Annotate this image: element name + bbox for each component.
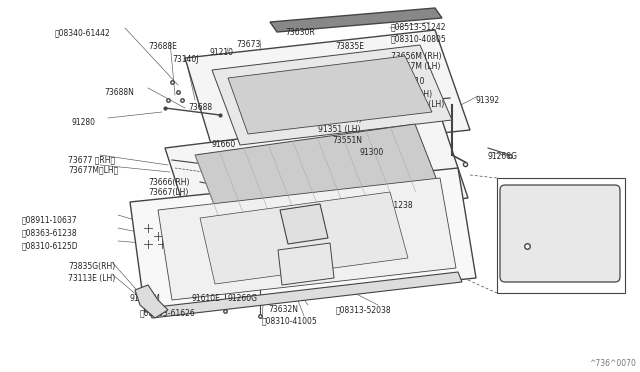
Polygon shape [165,114,468,232]
Text: 73656M (RH): 73656M (RH) [391,52,442,61]
Text: 73666(RH): 73666(RH) [148,178,189,187]
Text: ^736^0070: ^736^0070 [589,359,636,368]
Text: 91380E: 91380E [550,270,579,279]
Polygon shape [200,192,408,284]
Text: 73837M: 73837M [302,230,333,239]
Polygon shape [158,178,456,300]
Text: 73630R: 73630R [285,28,315,37]
Text: ⓔ08911-10410: ⓔ08911-10410 [370,76,426,85]
Text: 73688E: 73688E [148,42,177,51]
Polygon shape [130,168,476,312]
Polygon shape [280,204,328,244]
Text: 91210: 91210 [210,48,234,57]
Text: Ⓢ08363-61238: Ⓢ08363-61238 [22,228,77,237]
Text: 91260G: 91260G [228,294,258,303]
Text: 73632: 73632 [296,205,320,214]
Bar [497,178,625,293]
Text: 91306 (RH): 91306 (RH) [318,115,362,124]
Text: 73688N: 73688N [104,88,134,97]
Text: 91660: 91660 [211,140,236,149]
Polygon shape [135,285,168,318]
Text: Ⓢ08340-61442: Ⓢ08340-61442 [55,28,111,37]
Text: 91295: 91295 [296,217,320,226]
Text: 73835G(RH): 73835G(RH) [68,262,115,271]
Text: Ⓢ08363-61626: Ⓢ08363-61626 [140,308,196,317]
Polygon shape [212,45,452,145]
Text: 91350M (LH): 91350M (LH) [395,100,444,109]
Text: 91280: 91280 [72,118,96,127]
Text: Ⓢ08513-51242: Ⓢ08513-51242 [391,22,447,31]
Text: 91610E: 91610E [192,294,221,303]
Text: Ⓢ08310-41005: Ⓢ08310-41005 [262,316,317,325]
Text: 73140J: 73140J [172,55,198,64]
Text: 73113E (LH): 73113E (LH) [68,274,115,283]
Text: 91392: 91392 [476,96,500,105]
Polygon shape [278,243,334,285]
Text: 73667(LH): 73667(LH) [148,188,188,197]
Text: 73630: 73630 [525,193,549,202]
Text: 91300: 91300 [360,148,384,157]
Text: Ⓢ08310-6125D: Ⓢ08310-6125D [22,241,79,250]
Polygon shape [148,272,462,318]
Polygon shape [185,30,470,157]
Text: 91350  (RH): 91350 (RH) [386,90,432,99]
Text: 73551N: 73551N [332,136,362,145]
Polygon shape [270,8,442,32]
Text: 91390M: 91390M [130,294,161,303]
Text: 73657M (LH): 73657M (LH) [391,62,440,71]
Text: 73677M〈LH〉: 73677M〈LH〉 [68,165,118,174]
Text: 73688: 73688 [188,103,212,112]
Text: ⓔ08911-10637: ⓔ08911-10637 [22,215,77,224]
Text: Ⓢ08360-61238: Ⓢ08360-61238 [358,200,413,209]
Polygon shape [228,56,432,134]
Text: Ⓢ08310-40805: Ⓢ08310-40805 [391,34,447,43]
Text: 91351 (LH): 91351 (LH) [318,125,360,134]
Polygon shape [195,124,440,220]
Text: 73835E: 73835E [335,42,364,51]
FancyBboxPatch shape [500,185,620,282]
Text: 73677 〈RH〉: 73677 〈RH〉 [68,155,115,164]
Text: 91260G: 91260G [488,152,518,161]
Text: Ⓢ08313-52038: Ⓢ08313-52038 [336,305,392,314]
Text: 73673: 73673 [236,40,260,49]
Text: 73632N: 73632N [268,305,298,314]
Text: 91390: 91390 [248,212,272,221]
